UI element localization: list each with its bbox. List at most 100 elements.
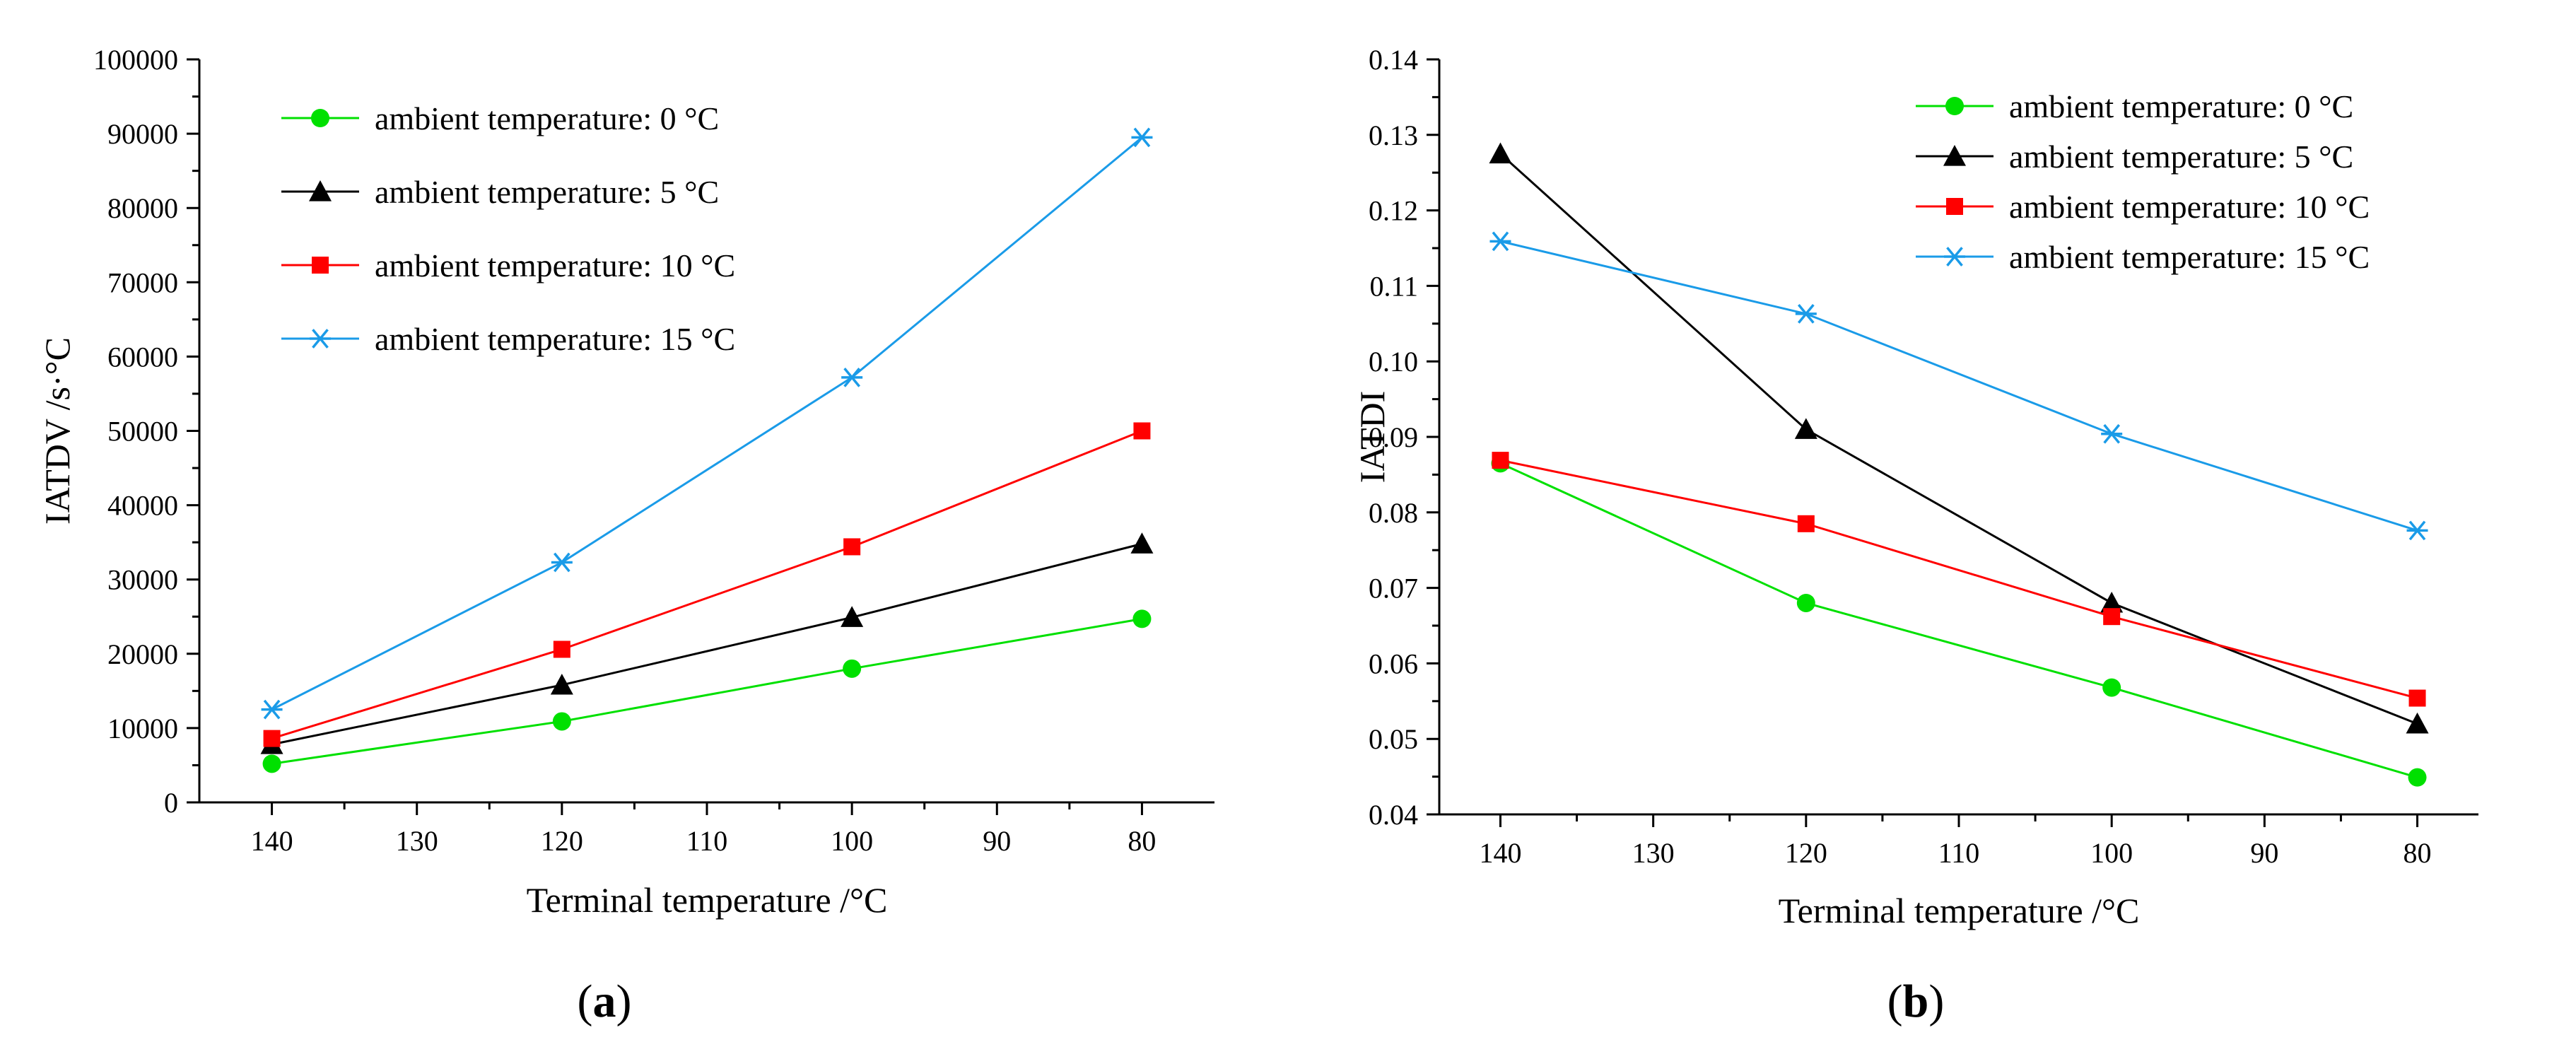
x-tick-label: 100 xyxy=(2090,837,2133,869)
y-tick-label: 60000 xyxy=(107,341,178,373)
y-tick-label: 40000 xyxy=(107,490,178,522)
data-point xyxy=(2101,423,2123,444)
x-axis-title: Terminal temperature /°C xyxy=(1779,891,2140,930)
series-line xyxy=(271,136,1143,710)
series-2 xyxy=(1492,452,2426,707)
data-point xyxy=(2406,712,2429,734)
data-point xyxy=(262,754,281,773)
x-tick-label: 140 xyxy=(251,825,293,857)
data-point xyxy=(1492,452,1509,469)
data-point xyxy=(1796,593,1815,612)
x-tick-label: 120 xyxy=(541,825,583,857)
legend-marker xyxy=(311,109,329,127)
series-3 xyxy=(1489,231,2428,541)
y-tick-label: 0.08 xyxy=(1369,497,1418,529)
series-line xyxy=(1499,153,2418,725)
series-line xyxy=(1500,459,2418,699)
y-tick-label: 0.12 xyxy=(1369,195,1418,227)
legend-marker xyxy=(309,180,332,201)
panel-letter: a xyxy=(593,976,616,1027)
data-point xyxy=(2102,678,2121,697)
data-point xyxy=(550,673,573,695)
y-tick-label: 70000 xyxy=(107,267,178,298)
data-point xyxy=(843,659,862,678)
y-tick-label: 90000 xyxy=(107,118,178,150)
legend-label: ambient temperature: 15 °C xyxy=(375,321,735,357)
data-point xyxy=(1131,127,1153,148)
asterisk-stroke xyxy=(312,329,329,349)
series-2 xyxy=(263,422,1151,747)
y-tick-label: 0 xyxy=(164,787,178,819)
asterisk-stroke xyxy=(1946,247,1963,267)
legend-item: ambient temperature: 5 °C xyxy=(1916,139,2353,175)
chart-a: 0 10000 20000 30000 40000 50000 60000 70000 8000… xyxy=(37,44,1214,1027)
data-point xyxy=(263,730,281,747)
x-tick-label: 110 xyxy=(686,825,728,857)
legend-label: ambient temperature: 0 °C xyxy=(2009,88,2353,124)
y-tick-label: 0.11 xyxy=(1369,270,1418,302)
data-point xyxy=(1489,231,1511,252)
series-line xyxy=(1500,240,2418,532)
data-point xyxy=(843,538,861,556)
y-tick-label: 100000 xyxy=(93,44,178,76)
y-axis-title: IATDV /s·°C xyxy=(37,337,77,525)
legend-item: ambient temperature: 0 °C xyxy=(281,100,719,136)
asterisk-stroke xyxy=(1797,304,1815,324)
data-point xyxy=(1795,304,1817,324)
y-tick-label: 0.06 xyxy=(1369,648,1418,679)
y-tick-label: 80000 xyxy=(107,192,178,224)
y-tick-label: 0.05 xyxy=(1369,723,1418,755)
y-tick-label: 0.14 xyxy=(1369,44,1418,76)
series-1 xyxy=(1489,142,2429,734)
legend-label: ambient temperature: 10 °C xyxy=(2009,189,2370,225)
legend-marker xyxy=(1944,247,1965,267)
x-tick-label: 120 xyxy=(1785,837,1827,869)
legend-item: ambient temperature: 0 °C xyxy=(1916,88,2353,124)
x-axis-title: Terminal temperature /°C xyxy=(527,880,888,920)
series-line xyxy=(1499,462,2418,779)
data-point xyxy=(1797,515,1815,532)
asterisk-stroke xyxy=(263,699,281,720)
data-point xyxy=(1130,532,1154,554)
data-point xyxy=(2103,608,2121,626)
x-tick-label: 90 xyxy=(2250,837,2278,869)
data-point xyxy=(551,552,573,573)
data-point xyxy=(2408,689,2426,707)
legend-item: ambient temperature: 10 °C xyxy=(1916,189,2370,225)
x-tick-label: 80 xyxy=(1128,825,1156,857)
asterisk-stroke xyxy=(1492,231,1509,252)
x-tick-label: 110 xyxy=(1938,837,1980,869)
legend-label: ambient temperature: 10 °C xyxy=(375,247,735,283)
legend-marker xyxy=(312,257,329,274)
x-tick-label: 90 xyxy=(983,825,1011,857)
data-point xyxy=(261,699,283,720)
data-point xyxy=(841,606,864,627)
legend-marker xyxy=(1945,97,1964,115)
series-line xyxy=(271,430,1142,740)
legend-marker xyxy=(1943,145,1966,166)
x-tick-label: 130 xyxy=(396,825,438,857)
series-0 xyxy=(1491,454,2427,787)
x-tick-label: 80 xyxy=(2404,837,2432,869)
series-1 xyxy=(260,532,1154,754)
y-tick-label: 10000 xyxy=(107,713,178,744)
asterisk-stroke xyxy=(2103,423,2121,444)
y-tick-label: 50000 xyxy=(107,416,178,447)
legend-item: ambient temperature: 10 °C xyxy=(281,247,735,283)
y-tick-label: 0.13 xyxy=(1369,119,1418,151)
asterisk-stroke xyxy=(554,552,570,573)
legend-item: ambient temperature: 5 °C xyxy=(281,174,719,210)
legend-label: ambient temperature: 0 °C xyxy=(375,100,719,136)
series-line xyxy=(271,617,1142,765)
legend: ambient temperature: 0 °C ambient tempera… xyxy=(1916,88,2370,275)
data-point xyxy=(553,640,570,658)
legend-marker xyxy=(1946,198,1963,215)
series-line xyxy=(271,542,1142,746)
legend-label: ambient temperature: 5 °C xyxy=(2009,139,2353,175)
data-point xyxy=(1133,422,1151,440)
data-point xyxy=(552,712,571,731)
data-point xyxy=(2100,591,2124,613)
y-tick-label: 0.04 xyxy=(1369,799,1418,831)
data-point xyxy=(2406,520,2428,541)
